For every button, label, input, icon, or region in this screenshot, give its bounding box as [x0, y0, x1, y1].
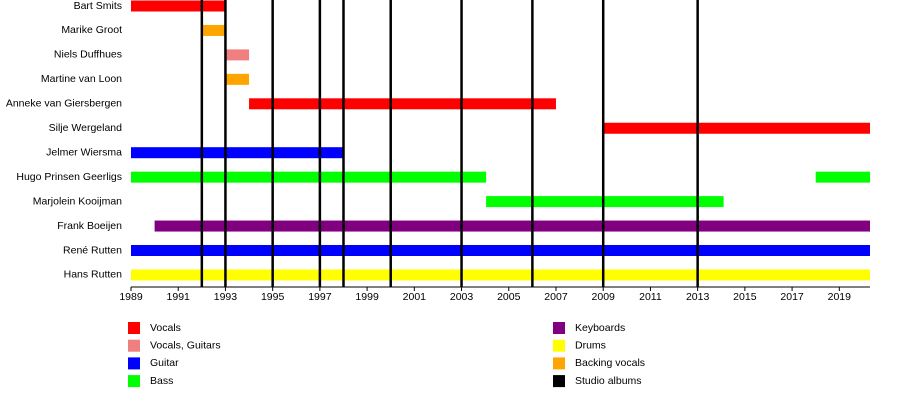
member-bar [486, 196, 724, 208]
x-tick-label: 2007 [544, 291, 568, 303]
member-label: Niels Duffhues [54, 49, 122, 61]
member-bar [815, 171, 870, 183]
x-tick-label: 1991 [167, 291, 191, 303]
legend-label: Vocals, Guitars [150, 339, 221, 351]
x-tick-label: 1997 [308, 291, 332, 303]
member-bar [603, 122, 870, 134]
x-tick-label: 2017 [780, 291, 804, 303]
member-bar [131, 171, 487, 183]
member-label: Frank Boeijen [57, 220, 122, 232]
x-tick-label: 1993 [214, 291, 238, 303]
member-bar [201, 24, 226, 36]
x-tick-label: 2001 [403, 291, 427, 303]
legend-swatch [128, 339, 140, 352]
member-bar [131, 245, 870, 256]
x-tick-label: 1989 [119, 291, 143, 303]
member-label: Jelmer Wiersma [46, 146, 122, 158]
x-tick-label: 1999 [355, 291, 379, 303]
legend-label: Vocals [150, 322, 181, 334]
legend-swatch [128, 375, 140, 388]
member-label: Marike Groot [61, 24, 122, 36]
legend-label: Drums [575, 339, 606, 351]
member-bar [225, 49, 250, 61]
x-tick-label: 2003 [450, 291, 474, 303]
member-bar [131, 0, 226, 12]
member-label: Martine van Loon [41, 73, 122, 85]
member-label: Hans Rutten [64, 269, 123, 281]
legend-label: Keyboards [575, 322, 625, 334]
x-tick-label: 2019 [828, 291, 852, 303]
member-label: Marjolein Kooijman [33, 195, 122, 207]
member-label: Silje Wergeland [49, 122, 123, 134]
x-tick-label: 2009 [592, 291, 616, 303]
legend-label: Backing vocals [575, 357, 645, 369]
x-tick-label: 1995 [261, 291, 285, 303]
x-tick-label: 2005 [497, 291, 521, 303]
legend-label: Bass [150, 375, 173, 387]
legend-swatch [553, 357, 565, 370]
member-bar [131, 269, 870, 281]
x-tick-label: 2013 [686, 291, 710, 303]
member-bar [249, 98, 556, 110]
member-label: Bart Smits [74, 0, 122, 12]
member-bar [225, 73, 250, 85]
member-label: René Rutten [63, 244, 122, 256]
member-bar [154, 220, 870, 232]
legend-swatch [128, 322, 140, 334]
member-bar [131, 147, 344, 159]
member-label: Hugo Prinsen Geerligs [16, 171, 122, 183]
legend-swatch [553, 375, 565, 388]
x-tick-label: 2011 [639, 291, 662, 303]
x-tick-label: 2015 [733, 291, 757, 303]
legend-swatch [128, 357, 140, 370]
legend-swatch [553, 322, 565, 334]
legend-label: Studio albums [575, 375, 642, 387]
member-label: Anneke van Giersbergen [6, 98, 122, 110]
legend-label: Guitar [150, 357, 179, 369]
legend-swatch [553, 339, 565, 352]
